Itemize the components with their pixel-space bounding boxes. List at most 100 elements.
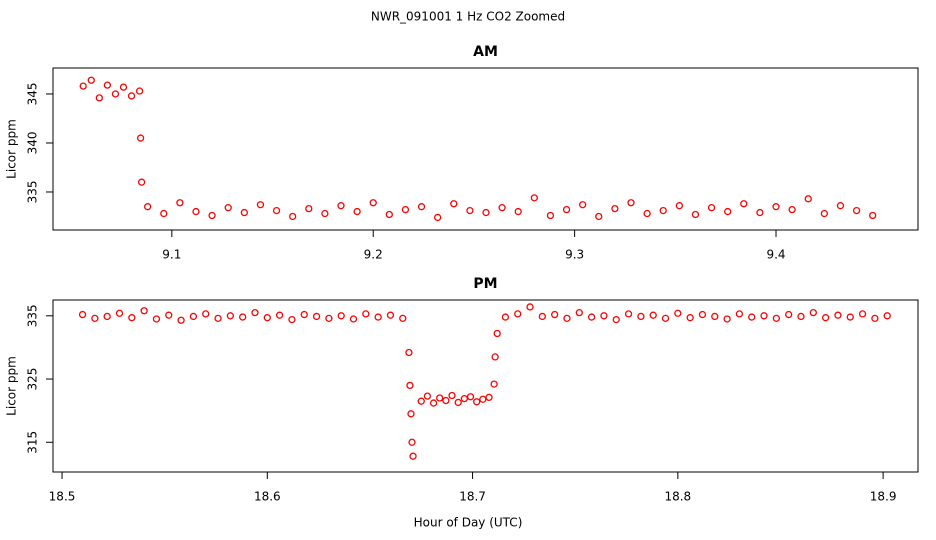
data-point [423, 392, 432, 400]
data-point [546, 211, 555, 220]
data-point [735, 310, 744, 318]
x-tick-label: 9.2 [364, 248, 383, 262]
data-point [624, 310, 633, 318]
data-point [103, 312, 111, 321]
data-point [442, 396, 450, 405]
data-point [409, 452, 417, 460]
data-point [312, 312, 321, 321]
data-point [406, 381, 414, 390]
data-point [321, 209, 329, 218]
x-tick-label: 9.1 [162, 248, 181, 262]
x-tick-label: 18.8 [664, 490, 691, 504]
y-tick-label: 345 [26, 83, 40, 106]
data-point [119, 83, 128, 91]
x-axis-label: Hour of Day (UTC) [414, 516, 523, 530]
data-point [202, 310, 210, 318]
data-point [103, 81, 112, 89]
data-point [79, 82, 87, 90]
data-point [514, 207, 522, 216]
y-tick-label: 335 [26, 304, 40, 327]
data-point [482, 208, 490, 217]
data-point [385, 210, 393, 219]
data-point [760, 312, 768, 320]
data-point [144, 203, 152, 211]
y-tick-label: 325 [26, 368, 40, 391]
data-point [362, 310, 370, 318]
data-point [152, 315, 161, 323]
data-point [127, 92, 136, 100]
data-point [772, 314, 781, 322]
data-point [493, 329, 501, 338]
data-point [176, 199, 184, 207]
data-point [349, 315, 358, 323]
data-point [434, 213, 442, 222]
data-point [192, 207, 200, 216]
data-point [429, 399, 438, 407]
data-point [579, 201, 587, 209]
data-point [674, 309, 682, 317]
data-point [417, 203, 426, 211]
data-point [836, 202, 845, 210]
data-point [460, 394, 469, 403]
data-point [337, 202, 345, 210]
data-point [189, 312, 198, 321]
data-point [91, 314, 99, 322]
data-point [498, 204, 506, 212]
data-point [858, 310, 867, 318]
data-point [466, 206, 474, 215]
data-point [405, 348, 413, 357]
x-tick-label: 9.3 [565, 248, 584, 262]
data-point [177, 316, 185, 324]
data-point [466, 393, 475, 401]
y-axis-label: Licor ppm [5, 119, 19, 179]
x-tick-label: 18.6 [254, 490, 281, 504]
data-point [748, 313, 756, 321]
data-point [289, 212, 297, 221]
data-point [526, 303, 534, 311]
data-point [135, 87, 144, 95]
data-point [436, 394, 444, 402]
data-point [723, 315, 731, 323]
data-point [490, 380, 498, 388]
data-point [208, 211, 216, 220]
data-point [637, 312, 645, 321]
data-point [325, 314, 333, 322]
data-point [785, 310, 793, 319]
data-point [612, 315, 620, 324]
data-point [128, 314, 136, 322]
data-point [871, 314, 879, 322]
data-point [797, 312, 805, 321]
data-point [473, 398, 481, 406]
plot-frame [52, 67, 919, 231]
data-point [288, 315, 296, 324]
y-tick-label: 340 [26, 132, 40, 155]
data-point [111, 90, 120, 98]
data-point [711, 312, 719, 321]
data-point [804, 195, 812, 203]
data-point [491, 353, 499, 361]
y-tick-label: 335 [26, 181, 40, 204]
plot-frame [52, 299, 919, 473]
data-point [78, 310, 87, 319]
data-point [136, 134, 145, 142]
x-tick-label: 18.5 [49, 490, 76, 504]
data-point [240, 208, 248, 217]
data-point [95, 94, 103, 102]
data-point [501, 313, 510, 321]
data-point [595, 212, 603, 221]
data-point [691, 210, 700, 219]
data-point [661, 314, 670, 322]
data-point [337, 312, 345, 320]
data-point [869, 211, 877, 220]
data-point [707, 204, 716, 212]
data-point [514, 310, 522, 318]
data-point [407, 410, 415, 418]
data-point [649, 311, 657, 319]
data-point [587, 313, 596, 321]
data-point [401, 205, 410, 214]
panel-title: AM [473, 44, 498, 60]
data-point [87, 76, 95, 84]
data-point [300, 310, 308, 319]
